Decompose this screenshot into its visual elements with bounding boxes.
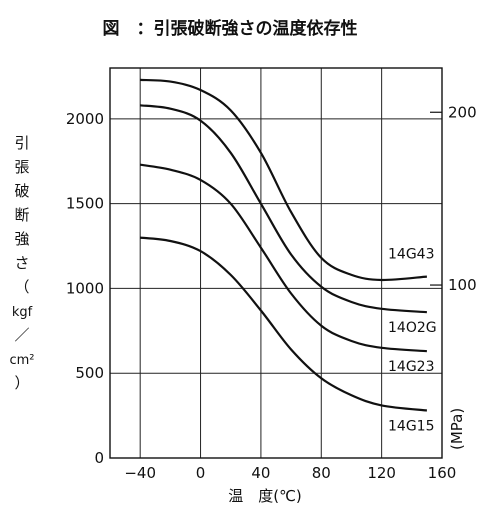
y-axis-label-part: （: [14, 278, 29, 296]
y-axis-label: 引張破断強さ （ kgf ／ cm² ）: [9, 134, 34, 392]
y-axis-ticks: 0 500 1000 1500 2000: [66, 110, 104, 467]
y-tick-label: 2000: [66, 110, 104, 128]
y-axis-label-part: 張: [14, 158, 29, 176]
series-line-14o2g: [140, 104, 427, 314]
y-axis-label-part: 破: [14, 182, 29, 200]
y-axis-label-part: 強: [14, 230, 29, 248]
y2-tick-label: 100: [448, 276, 477, 294]
x-axis-ticks: −40 0 40 80 120 160: [124, 464, 456, 482]
series-label-14g15: 14G15: [388, 419, 434, 435]
grid: [110, 68, 443, 459]
y-axis-label-part: 断: [14, 206, 29, 224]
series-label-14g23: 14G23: [388, 359, 434, 375]
plot-frame: [109, 67, 443, 459]
y-axis-label-part: 引: [14, 134, 29, 152]
y-tick-label: 0: [94, 449, 104, 467]
y2-axis-label: (MPa): [448, 408, 466, 450]
y-axis-label-part: さ: [14, 254, 29, 272]
x-tick-label: 120: [367, 464, 396, 482]
x-tick-label: 160: [428, 464, 457, 482]
series-label-14g43: 14G43: [388, 247, 434, 263]
y2-axis-ticks: 100 200: [430, 103, 477, 294]
plot-border: [109, 67, 443, 459]
series-label-14o2g: 14O2G: [388, 320, 437, 336]
x-tick-label: 0: [196, 464, 206, 482]
y-tick-label: 500: [75, 364, 104, 382]
y-axis-label-part: cm²: [9, 353, 34, 368]
series-labels: 14G43 14O2G 14G23 14G15: [388, 247, 437, 435]
y2-tick-label: 200: [448, 103, 477, 121]
y-axis-label-part: ／: [14, 326, 29, 344]
chart-title: 図 ：引張破断強さの温度依存性: [103, 18, 358, 39]
y-tick-label: 1000: [66, 279, 104, 297]
series-line-14g15: [140, 236, 428, 412]
x-tick-label: −40: [124, 464, 156, 482]
y-axis-label-part: ）: [14, 374, 29, 392]
x-tick-label: 40: [251, 464, 270, 482]
series-line-14g43: [140, 78, 427, 282]
x-tick-label: 80: [312, 464, 331, 482]
series-line-14g23: [140, 163, 427, 353]
y-axis-label-part: kgf: [12, 305, 33, 320]
y-tick-label: 1500: [66, 195, 104, 213]
series-lines: [140, 78, 428, 412]
x-axis-label: 温 度(℃): [228, 487, 302, 505]
